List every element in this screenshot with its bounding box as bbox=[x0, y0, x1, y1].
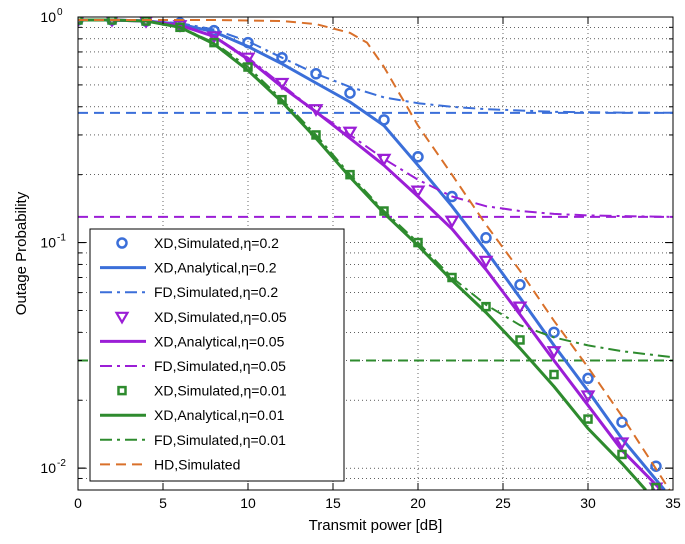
data-point bbox=[582, 372, 594, 385]
legend-label: FD,Simulated,η=0.2 bbox=[154, 284, 278, 300]
legend-entry: XD,Simulated,η=0.2 bbox=[116, 235, 279, 251]
legend-entry: FD,Simulated,η=0.01 bbox=[100, 432, 286, 448]
legend-label: FD,Simulated,η=0.05 bbox=[154, 358, 286, 374]
legend-entry: FD,Simulated,η=0.05 bbox=[100, 358, 286, 374]
legend-entry: HD,Simulated bbox=[100, 456, 240, 472]
x-tick-label: 25 bbox=[495, 495, 511, 511]
data-point bbox=[344, 87, 356, 99]
legend-label: XD,Simulated,η=0.2 bbox=[154, 235, 279, 251]
legend-label: XD,Simulated,η=0.01 bbox=[154, 383, 287, 399]
data-point bbox=[549, 369, 559, 380]
data-point bbox=[614, 437, 630, 451]
data-point bbox=[444, 215, 460, 229]
data-point bbox=[651, 482, 661, 490]
legend-entry: XD,Simulated,η=0.05 bbox=[114, 309, 287, 325]
legend-entry: XD,Analytical,η=0.05 bbox=[100, 333, 285, 349]
axes-frame bbox=[77, 16, 674, 491]
data-point bbox=[514, 279, 526, 291]
data-point bbox=[583, 414, 593, 424]
plot-area bbox=[78, 17, 673, 490]
legend-marker bbox=[114, 311, 130, 325]
data-point bbox=[478, 255, 494, 269]
data-point bbox=[446, 190, 458, 203]
legend-entry: FD,Simulated,η=0.2 bbox=[100, 284, 278, 300]
y-tick-exponent: -2 bbox=[57, 458, 66, 469]
y-tick-label: 10 bbox=[40, 460, 56, 476]
data-point bbox=[480, 232, 492, 244]
legend-label: XD,Simulated,η=0.05 bbox=[154, 309, 287, 325]
data-point bbox=[515, 335, 525, 345]
legend-label: FD,Simulated,η=0.01 bbox=[154, 432, 286, 448]
data-point bbox=[410, 185, 426, 199]
x-tick-label: 5 bbox=[159, 495, 167, 511]
x-tick-label: 0 bbox=[74, 495, 82, 511]
legend-entry: XD,Analytical,η=0.01 bbox=[100, 407, 285, 423]
data-point bbox=[512, 301, 528, 315]
y-axis-label: Outage Probability bbox=[13, 191, 30, 315]
data-point bbox=[481, 301, 491, 312]
series-line bbox=[78, 19, 673, 218]
legend-entry: XD,Simulated,η=0.01 bbox=[117, 383, 287, 399]
data-point bbox=[580, 390, 596, 404]
legend-entry: XD,Analytical,η=0.2 bbox=[100, 260, 277, 276]
x-tick-label: 15 bbox=[325, 495, 341, 511]
y-tick-exponent: -1 bbox=[57, 233, 66, 244]
y-tick-exponent: 0 bbox=[57, 7, 63, 18]
legend-label: XD,Analytical,η=0.2 bbox=[154, 260, 277, 276]
series-line bbox=[78, 19, 673, 359]
x-tick-label: 35 bbox=[665, 495, 681, 511]
legend-label: HD,Simulated bbox=[154, 456, 240, 472]
x-tick-label: 20 bbox=[410, 495, 426, 511]
legend-marker bbox=[116, 237, 128, 249]
x-axis-label: Transmit power [dB] bbox=[309, 517, 443, 534]
series-line bbox=[78, 19, 673, 114]
y-tick-label: 10 bbox=[40, 235, 56, 251]
data-point bbox=[412, 151, 424, 163]
series-line bbox=[78, 18, 663, 490]
series-line bbox=[78, 19, 671, 490]
data-point bbox=[546, 346, 562, 359]
data-point bbox=[310, 68, 322, 80]
legend-label: XD,Analytical,η=0.05 bbox=[154, 333, 285, 349]
x-tick-label: 10 bbox=[240, 495, 256, 511]
x-tick-label: 30 bbox=[580, 495, 596, 511]
series-line bbox=[78, 18, 647, 490]
y-tick-label: 10 bbox=[40, 9, 56, 25]
legend-marker bbox=[117, 385, 127, 396]
data-point bbox=[617, 449, 627, 460]
legend-label: XD,Analytical,η=0.01 bbox=[154, 407, 285, 423]
legend: XD,Simulated,η=0.2 XD,Analytical,η=0.2 FD,… bbox=[89, 228, 345, 482]
